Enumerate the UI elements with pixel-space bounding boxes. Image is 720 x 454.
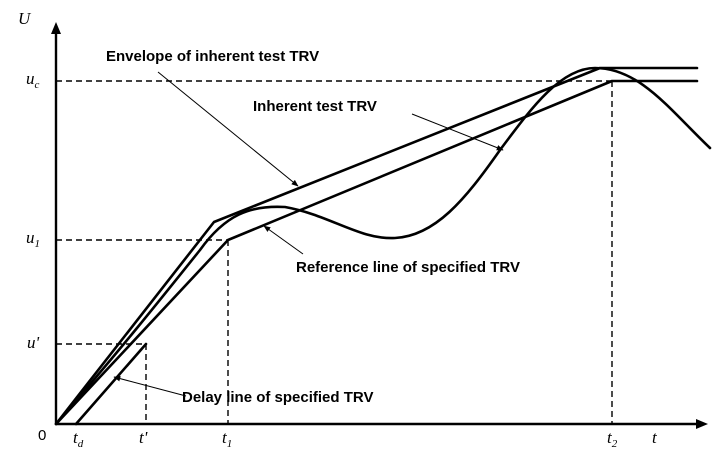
reference-leader-arrow	[263, 225, 304, 255]
envelope-leader-arrow	[157, 71, 299, 187]
delay-line	[74, 342, 148, 426]
reference-line	[54, 79, 699, 426]
t1-tick-label: t1	[222, 428, 232, 450]
inherent-label: Inherent test TRV	[253, 98, 377, 115]
uc-tick-label: uc	[26, 69, 40, 91]
t-prime-tick-label: t'	[139, 428, 148, 447]
delay-leader-arrow	[113, 375, 187, 397]
u-prime-tick-label: u'	[27, 333, 40, 352]
td-tick-label: td	[73, 428, 84, 450]
x-axis-arrow-icon	[696, 419, 708, 429]
y-axis-label: U	[18, 9, 32, 28]
inherent-trv-curve	[54, 66, 712, 426]
u1-tick-label: u1	[26, 228, 40, 250]
envelope-label: Envelope of inherent test TRV	[106, 48, 319, 65]
delay-label: Delay line of specified TRV	[182, 389, 373, 406]
y-axis-arrow-icon	[51, 22, 61, 34]
reference-label: Reference line of specified TRV	[296, 259, 520, 276]
t2-tick-label: t2	[607, 428, 618, 450]
origin-label: 0	[38, 427, 46, 444]
envelope-line	[54, 66, 699, 426]
inherent-leader-arrow	[411, 113, 504, 151]
x-axis-label: t	[652, 428, 658, 447]
